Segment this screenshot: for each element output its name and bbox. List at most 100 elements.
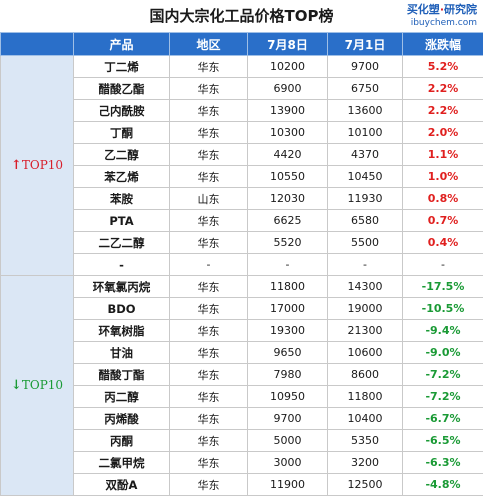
region-cell: 华东: [170, 232, 248, 254]
region-cell: 华东: [170, 452, 248, 474]
product-name: 丙二醇: [74, 386, 170, 408]
header-date-jul1: 7月1日: [328, 33, 403, 56]
change-percent: -17.5%: [403, 276, 483, 298]
logo-brand: 买化塑·研究院: [381, 2, 477, 18]
price-jul8: 5520: [248, 232, 328, 254]
price-jul1: 6580: [328, 210, 403, 232]
change-percent: -6.7%: [403, 408, 483, 430]
price-jul1: 6750: [328, 78, 403, 100]
price-jul8: 4420: [248, 144, 328, 166]
region-cell: 华东: [170, 166, 248, 188]
header-region: 地区: [170, 33, 248, 56]
change-percent: 2.0%: [403, 122, 483, 144]
price-jul8: 6900: [248, 78, 328, 100]
table-row: -----: [1, 254, 483, 276]
falling-group-label: ↓TOP10: [11, 378, 63, 392]
arrow-down-icon: ↓: [11, 378, 22, 393]
region-cell: 华东: [170, 210, 248, 232]
product-name: 甘油: [74, 342, 170, 364]
rising-group-text: TOP10: [22, 158, 63, 172]
price-jul8: 19300: [248, 320, 328, 342]
price-ranking-sheet: 国内大宗化工品价格TOP榜 买化塑·研究院 ibuychem.com 产品 地区…: [0, 0, 483, 478]
price-jul8: 12030: [248, 188, 328, 210]
change-percent: 0.7%: [403, 210, 483, 232]
change-percent: -9.4%: [403, 320, 483, 342]
product-name: 丙烯酸: [74, 408, 170, 430]
change-percent: 2.2%: [403, 100, 483, 122]
change-percent: -10.5%: [403, 298, 483, 320]
region-cell: 华东: [170, 386, 248, 408]
region-cell: -: [170, 254, 248, 276]
price-jul1: 10600: [328, 342, 403, 364]
product-name: 丁二烯: [74, 56, 170, 78]
price-jul8: 3000: [248, 452, 328, 474]
product-name: 己内酰胺: [74, 100, 170, 122]
change-percent: 0.8%: [403, 188, 483, 210]
region-cell: 华东: [170, 364, 248, 386]
region-cell: 山东: [170, 188, 248, 210]
price-jul1: 21300: [328, 320, 403, 342]
region-cell: 华东: [170, 298, 248, 320]
change-percent: 1.0%: [403, 166, 483, 188]
rising-group-label-cell: ↑TOP10: [1, 56, 74, 276]
price-jul8: 11800: [248, 276, 328, 298]
header-change: 涨跌幅: [403, 33, 483, 56]
change-percent: -7.2%: [403, 386, 483, 408]
header-date-jul8: 7月8日: [248, 33, 328, 56]
price-jul8: 5000: [248, 430, 328, 452]
price-jul1: 10400: [328, 408, 403, 430]
product-name: 苯胺: [74, 188, 170, 210]
change-percent: 0.4%: [403, 232, 483, 254]
brand-logo: 买化塑·研究院 ibuychem.com: [381, 2, 477, 32]
header-product: 产品: [74, 33, 170, 56]
price-jul1: 3200: [328, 452, 403, 474]
price-jul8: 10550: [248, 166, 328, 188]
product-name: 二乙二醇: [74, 232, 170, 254]
change-percent: 5.2%: [403, 56, 483, 78]
product-name: PTA: [74, 210, 170, 232]
change-percent: -4.8%: [403, 474, 483, 496]
price-jul8: 10200: [248, 56, 328, 78]
region-cell: 华东: [170, 430, 248, 452]
region-cell: 华东: [170, 408, 248, 430]
price-jul1: 4370: [328, 144, 403, 166]
region-cell: 华东: [170, 342, 248, 364]
price-jul8: 9650: [248, 342, 328, 364]
product-name: 醋酸乙酯: [74, 78, 170, 100]
product-name: 环氧氯丙烷: [74, 276, 170, 298]
product-name: 苯乙烯: [74, 166, 170, 188]
price-jul8: 7980: [248, 364, 328, 386]
price-jul8: -: [248, 254, 328, 276]
price-jul1: 10450: [328, 166, 403, 188]
price-jul8: 9700: [248, 408, 328, 430]
arrow-up-icon: ↑: [11, 158, 22, 173]
region-cell: 华东: [170, 100, 248, 122]
price-jul1: 9700: [328, 56, 403, 78]
change-percent: 2.2%: [403, 78, 483, 100]
logo-brand-part-1: 买化塑: [407, 3, 440, 16]
product-name: 乙二醇: [74, 144, 170, 166]
product-name: 醋酸丁酯: [74, 364, 170, 386]
price-jul8: 6625: [248, 210, 328, 232]
product-name: 环氧树脂: [74, 320, 170, 342]
product-name: 二氯甲烷: [74, 452, 170, 474]
change-percent: -6.3%: [403, 452, 483, 474]
price-jul8: 11900: [248, 474, 328, 496]
falling-group-label-cell: ↓TOP10: [1, 276, 74, 496]
price-jul1: 11800: [328, 386, 403, 408]
region-cell: 华东: [170, 78, 248, 100]
price-jul1: -: [328, 254, 403, 276]
change-percent: -9.0%: [403, 342, 483, 364]
price-jul1: 8600: [328, 364, 403, 386]
